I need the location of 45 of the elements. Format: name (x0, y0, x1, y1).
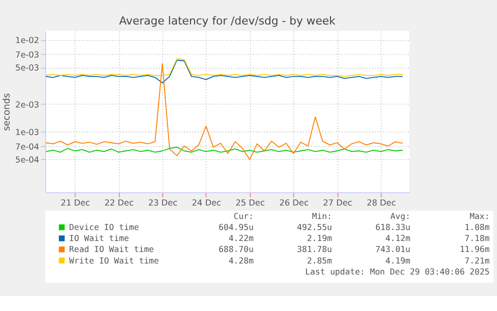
line-series (45, 60, 404, 84)
legend-label: Write IO Wait time (69, 255, 159, 266)
text: Cur: (234, 211, 254, 221)
x-tick-label: 25 Dec (236, 198, 266, 208)
text: 381.78u (297, 244, 332, 254)
text: 604.95u (218, 222, 254, 232)
text: 4.22m (228, 233, 254, 244)
y-tick-label: 5e-04 (15, 154, 40, 165)
y-tick-label: 7e-03 (15, 49, 40, 60)
legend-label: IO Wait time (69, 233, 129, 244)
text: 743.01u (375, 244, 410, 254)
text: Max: (470, 211, 490, 221)
y-tick-label: 2e-03 (15, 99, 40, 110)
x-tick-label: 23 Dec (148, 198, 178, 208)
x-tick-label: 27 Dec (323, 198, 353, 208)
text: 688.70u (218, 244, 254, 254)
text: 4.12m (385, 233, 410, 244)
y-axis-title: seconds (2, 93, 13, 131)
y-tick-label: 1e-03 (15, 127, 40, 138)
text: 2.85m (307, 255, 332, 266)
y-tick-label: 5e-03 (15, 62, 40, 73)
text: 492.55u (297, 222, 332, 232)
y-tick-label: 7e-04 (15, 141, 40, 152)
text: 4.28m (228, 255, 254, 266)
x-tick-label: 24 Dec (192, 198, 222, 208)
legend-label: Read IO Wait time (69, 244, 154, 254)
line-series (45, 58, 404, 77)
text: Min: (312, 211, 332, 221)
text: 7.21m (464, 255, 490, 266)
chart-title: Average latency for /dev/sdg - by week (119, 14, 336, 28)
x-tick-label: 21 Dec (60, 198, 90, 208)
text: 1.08m (464, 222, 490, 232)
text: 2.19m (307, 233, 332, 244)
text: Last update: Mon Dec 29 03:40:06 2025 (305, 266, 490, 276)
x-tick-label: 28 Dec (366, 198, 396, 208)
x-tick-label: 26 Dec (279, 198, 309, 208)
legend-label: Device IO time (69, 222, 139, 232)
text: 7.18m (464, 233, 490, 244)
text: 618.33u (375, 222, 410, 232)
line-series (45, 63, 404, 160)
y-tick-label: 1e-02 (15, 35, 40, 46)
text: Avg: (390, 211, 410, 221)
x-tick-label: 22 Dec (104, 198, 134, 208)
text: 11.96m (460, 244, 490, 254)
text: 4.19m (385, 255, 410, 266)
